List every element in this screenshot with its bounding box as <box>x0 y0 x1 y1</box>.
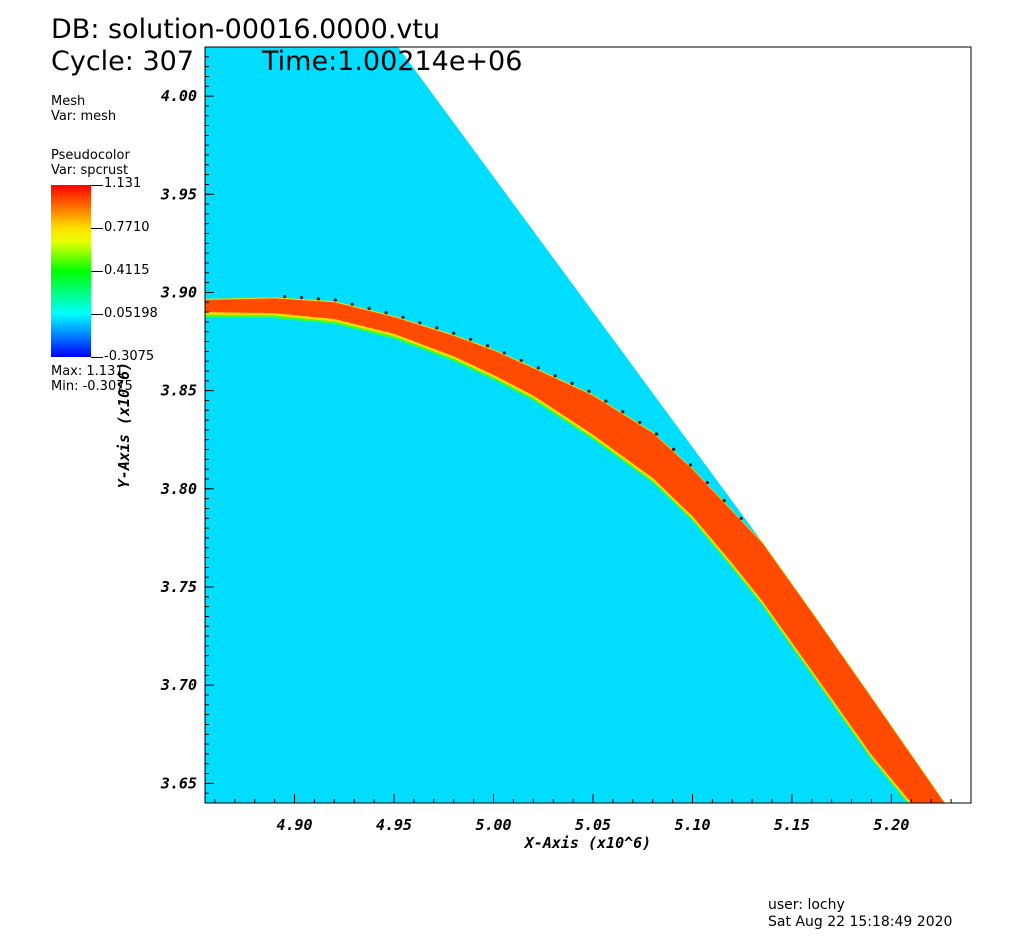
colorbar-tick <box>91 271 103 272</box>
y-tick-label: 3.75 <box>160 578 197 596</box>
crust-dot <box>350 302 354 306</box>
colorbar-tick <box>91 357 103 358</box>
x-tick-label: 5.05 <box>575 816 611 834</box>
colorbar-label: 0.4115 <box>104 263 150 278</box>
y-tick-label: 3.65 <box>160 774 197 792</box>
crust-dot <box>418 321 422 325</box>
time-label: Time:1.00214e+06 <box>262 46 523 77</box>
max-value-label: Max: 1.131 <box>51 364 124 379</box>
crust-dot <box>333 298 337 302</box>
mesh-legend-var: Var: mesh <box>51 109 117 124</box>
crust-dot <box>283 294 287 299</box>
pseudocolor-colorbar <box>51 185 91 357</box>
y-tick-label: 3.70 <box>160 676 197 694</box>
cycle-label: Cycle: 307 <box>51 46 195 77</box>
timestamp-label: Sat Aug 22 15:18:49 2020 <box>768 914 953 930</box>
crust-dot <box>638 420 642 424</box>
crust-marker-dots <box>283 294 743 520</box>
y-axis: 3.65 3.70 3.75 3.80 3.85 3.90 3.95 4.00 <box>160 46 214 794</box>
x-tick-label: 4.95 <box>376 816 412 834</box>
crust-dot <box>367 306 371 310</box>
x-tick-label: 4.90 <box>276 816 312 834</box>
colorbar-label-max: 1.131 <box>104 176 142 191</box>
x-tick-label: 5.00 <box>475 816 511 834</box>
colorbar-label: 0.05198 <box>104 306 158 321</box>
y-tick-label: 3.80 <box>160 480 197 498</box>
y-tick-label: 3.95 <box>160 185 197 203</box>
colorbar-label: 0.7710 <box>104 220 150 235</box>
pseudocolor-legend-var: Var: spcrust <box>51 163 129 178</box>
crust-dot <box>384 311 388 315</box>
crust-dot <box>536 366 540 370</box>
colorbar-label-min: -0.3075 <box>104 349 155 364</box>
crust-dot <box>519 358 523 362</box>
x-tick-label: 5.20 <box>873 816 909 834</box>
crust-dot <box>316 297 320 301</box>
crust-dot <box>299 296 304 300</box>
crust-dot <box>722 498 726 503</box>
crust-dot <box>401 315 405 319</box>
crust-dot <box>587 389 591 393</box>
crust-dot <box>739 516 743 520</box>
crust-dot <box>435 326 439 330</box>
mesh-legend-title: Mesh <box>51 94 86 109</box>
user-label: user: lochy <box>768 897 845 913</box>
colorbar-tick <box>91 314 103 315</box>
crust-dot <box>688 463 693 467</box>
colorbar-tick <box>91 185 103 186</box>
crust-layer-band <box>205 298 945 803</box>
crust-dot <box>502 351 506 355</box>
crust-dot <box>469 337 473 341</box>
crust-dot <box>672 447 676 451</box>
x-tick-label: 5.10 <box>674 816 710 834</box>
x-axis-title: X-Axis (x10^6) <box>523 834 651 852</box>
crust-dot <box>621 410 625 414</box>
plot-frame <box>204 46 972 804</box>
x-tick-label: 5.15 <box>774 816 810 834</box>
crust-dot <box>452 331 456 335</box>
x-axis: 4.90 4.95 5.00 5.05 5.10 5.15 5.20 <box>214 794 972 834</box>
crust-dot <box>604 399 608 403</box>
crust-dot <box>570 381 574 385</box>
y-tick-label: 4.00 <box>161 87 197 105</box>
database-title: DB: solution-00016.0000.vtu <box>51 14 441 45</box>
crust-dot <box>705 480 710 485</box>
y-tick-label: 3.85 <box>160 382 197 400</box>
y-axis-title: Y-Axis (x10^6) <box>115 362 133 488</box>
crust-dot <box>485 344 490 348</box>
min-value-label: Min: -0.3075 <box>51 379 133 394</box>
crust-dot <box>655 432 659 436</box>
crust-dot <box>553 374 557 378</box>
y-tick-label: 3.90 <box>160 284 197 302</box>
colorbar-tick <box>91 228 103 229</box>
pseudocolor-legend-title: Pseudocolor <box>51 148 130 163</box>
